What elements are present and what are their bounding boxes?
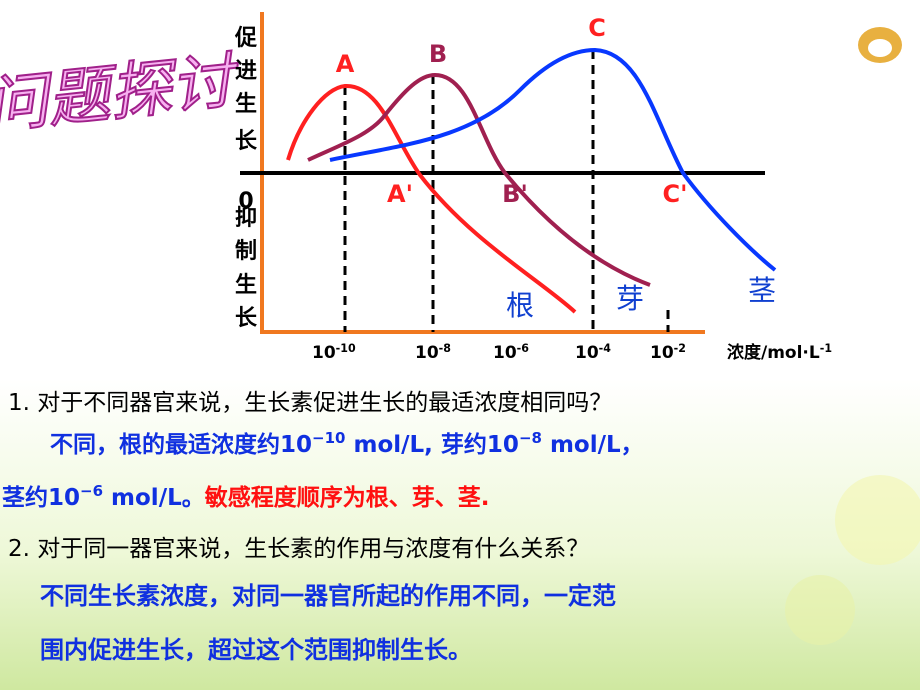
tick-base: 10 [312, 343, 336, 363]
text-run: mol/L, 芽约10 [345, 431, 518, 458]
text-run: 不同，根的最适浓度约10 [50, 431, 312, 458]
flower-decor [785, 575, 855, 645]
tick-label: 10-4 [575, 342, 611, 364]
y-label: 促 [234, 26, 257, 51]
flower-decor [835, 475, 920, 565]
answer-line: 不同，根的最适浓度约10−10 mol/L, 芽约10−8 mol/L， [50, 429, 644, 458]
highlight: 敏感程度顺序为根、芽、茎. [204, 484, 490, 511]
text-run: 茎约10 [2, 484, 80, 511]
y-label: 进 [235, 59, 257, 84]
point-label: C' [663, 180, 688, 208]
tick-base: 浓度/mol·L [727, 342, 820, 363]
point-label: C [588, 14, 606, 42]
question: 2. 对于同一器官来说，生长素的作用与浓度有什么关系？ [8, 536, 589, 562]
point-label: A [336, 50, 355, 78]
curves [286, 47, 777, 314]
point-label: B [429, 40, 447, 68]
answer-line: 围内促进生长，超过这个范围抑制生长。 [40, 636, 472, 664]
superscript: −10 [312, 429, 345, 447]
tick-label: 浓度/mol·L-1 [727, 342, 832, 364]
tick-label: 10-6 [493, 342, 529, 364]
tick-exp: -10 [336, 342, 356, 355]
corner-icon [858, 27, 902, 63]
tick-base: 10 [493, 343, 517, 363]
y-label: 生 [235, 92, 257, 117]
answer-line: 茎约10−6 mol/L。敏感程度顺序为根、芽、茎. [2, 482, 490, 511]
y-label: 制 [235, 239, 257, 264]
tick-exp: -2 [674, 342, 686, 355]
tick-base: 10 [650, 343, 674, 363]
organ-label: 茎 [748, 274, 776, 307]
y-label: 长 [235, 306, 258, 331]
y-label: 抑 [235, 206, 257, 231]
tick-base: 10 [575, 343, 599, 363]
guide-lines [343, 50, 670, 332]
superscript: −8 [519, 429, 542, 447]
question: 1. 对于不同器官来说，生长素促进生长的最适浓度相同吗？ [8, 390, 612, 416]
tick-exp: -8 [439, 342, 451, 355]
text-run: mol/L， [542, 432, 644, 458]
tick-base: 10 [415, 343, 439, 363]
point-label: B' [502, 180, 528, 208]
tick-label: 10-2 [650, 342, 686, 364]
organ-label: 根 [506, 289, 534, 322]
tick-exp: -1 [820, 342, 832, 355]
text-run: mol/L。 [103, 485, 205, 511]
zero-label: 0 [238, 189, 253, 214]
y-label: 长 [235, 129, 258, 154]
tick-exp: -4 [599, 342, 612, 355]
superscript: −6 [80, 482, 103, 500]
y-label: 生 [235, 273, 257, 298]
tick-exp: -6 [517, 342, 530, 355]
organ-label: 芽 [616, 282, 644, 315]
tick-label: 10-8 [415, 342, 451, 364]
answer-line: 不同生长素浓度，对同一器官所起的作用不同，一定范 [40, 582, 616, 610]
tick-label: 10-10 [312, 342, 356, 364]
point-label: A' [387, 180, 413, 208]
